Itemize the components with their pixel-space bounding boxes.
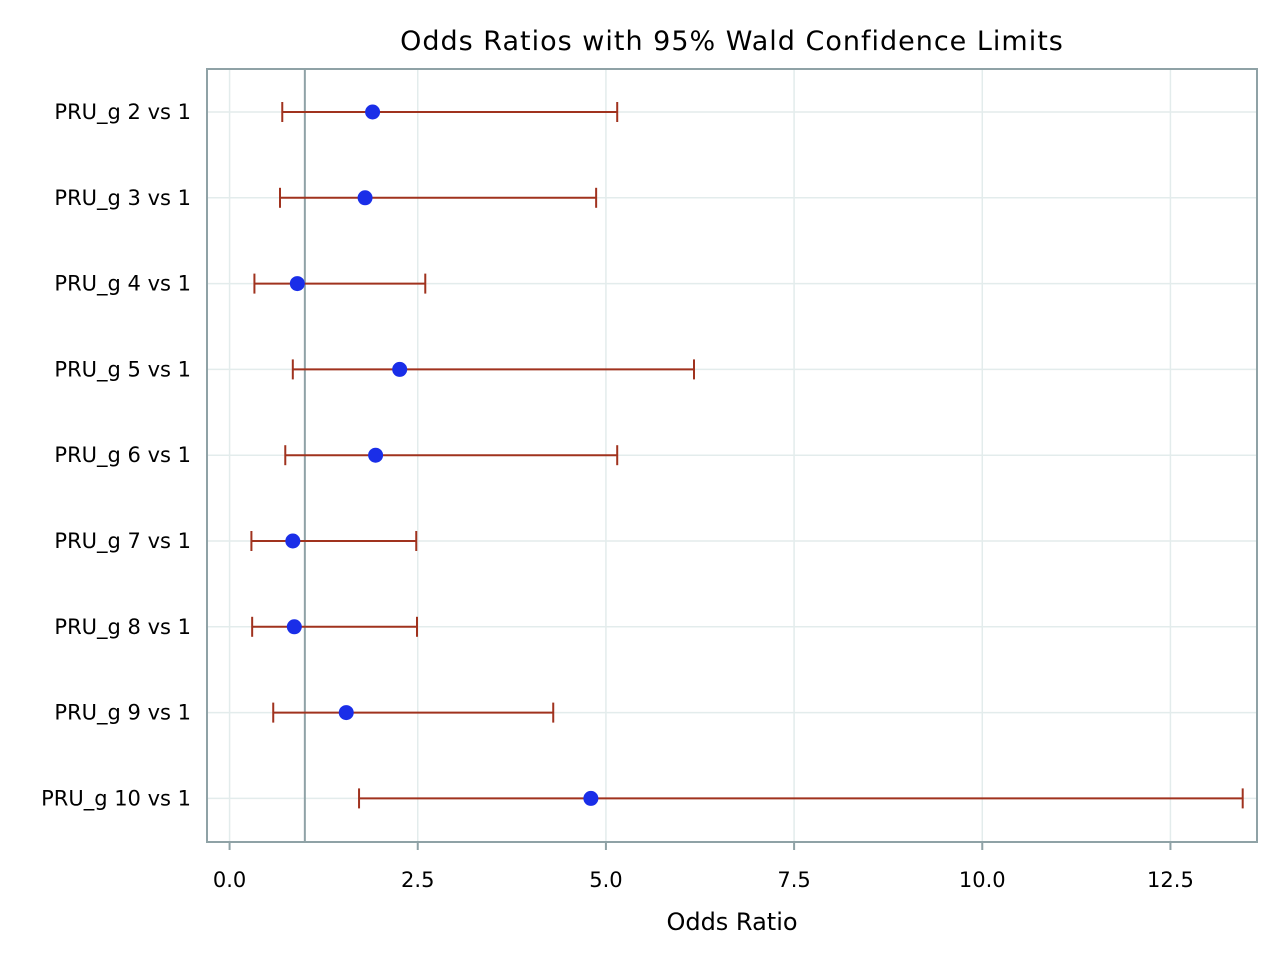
estimate-point-layer: [285, 104, 599, 806]
y-tick-label: PRU_g 6 vs 1: [54, 443, 191, 468]
y-tick-label: PRU_g 8 vs 1: [54, 615, 191, 640]
plot-frame: [206, 68, 1258, 843]
estimate-point: [365, 104, 381, 120]
estimate-point: [289, 276, 305, 292]
y-tick-label: PRU_g 4 vs 1: [54, 272, 191, 297]
x-tick-label: 2.5: [401, 868, 434, 892]
x-tick-label: 5.0: [589, 868, 622, 892]
estimate-point: [583, 790, 599, 806]
x-axis: 0.0 2.5 5.0 7.5 10.0 12.5: [213, 842, 1194, 892]
estimate-point: [368, 447, 384, 463]
y-tick-label: PRU_g 7 vs 1: [54, 529, 191, 554]
y-tick-label: PRU_g 10 vs 1: [41, 786, 191, 811]
x-tick-label: 12.5: [1147, 868, 1194, 892]
y-tick-label: PRU_g 2 vs 1: [54, 100, 191, 125]
confidence-interval-layer: [250, 102, 1244, 809]
estimate-point: [338, 705, 354, 721]
x-tick-label: 0.0: [213, 868, 246, 892]
estimate-point: [285, 533, 301, 549]
x-tick-label: 7.5: [777, 868, 810, 892]
estimate-point: [392, 361, 408, 377]
y-tick-label: PRU_g 3 vs 1: [54, 186, 191, 211]
x-tick-label: 10.0: [959, 868, 1006, 892]
chart-title: Odds Ratios with 95% Wald Confidence Lim…: [400, 26, 1064, 57]
estimate-point: [286, 619, 302, 635]
y-tick-label: PRU_g 5 vs 1: [54, 357, 191, 382]
y-tick-label: PRU_g 9 vs 1: [54, 701, 191, 726]
estimate-point: [357, 190, 373, 206]
y-tick-labels: PRU_g 2 vs 1 PRU_g 3 vs 1 PRU_g 4 vs 1 PRU_…: [41, 100, 191, 811]
x-axis-label: Odds Ratio: [666, 908, 797, 936]
